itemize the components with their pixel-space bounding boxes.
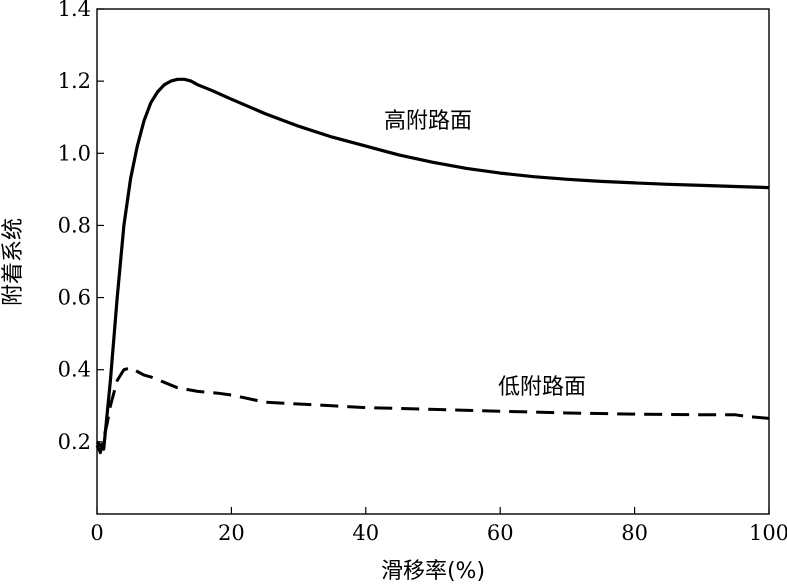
x-axis: 0 20 40 60 80 100: [90, 507, 787, 545]
y-tick-label: 0.6: [58, 286, 91, 310]
y-tick-label: 1.4: [58, 0, 91, 21]
x-tick-label: 80: [621, 521, 648, 545]
y-tick-label: 1.2: [58, 69, 91, 93]
x-tick-label: 100: [749, 521, 787, 545]
x-tick-label: 40: [352, 521, 379, 545]
y-tick-label: 0.4: [58, 358, 91, 382]
series-layer: [95, 77, 770, 455]
y-tick-label: 0.2: [58, 430, 91, 454]
y-tick-label: 1.0: [58, 141, 91, 165]
x-tick-label: 20: [218, 521, 245, 545]
series-label-low: 低附路面: [498, 375, 586, 400]
x-tick-label: 60: [487, 521, 514, 545]
x-axis-label: 滑移率(%): [381, 559, 485, 584]
plot-frame: [96, 8, 770, 515]
series-line-high-adhesion: [95, 77, 770, 451]
series-line-low-adhesion: [95, 366, 770, 455]
x-tick-label: 0: [90, 521, 103, 545]
y-axis: 0.2 0.4 0.6 0.8 1.0 1.2 1.4: [58, 0, 104, 454]
series-label-high: 高附路面: [384, 109, 472, 134]
y-axis-label: 附着系统: [1, 218, 26, 306]
y-tick-label: 0.8: [58, 213, 91, 237]
